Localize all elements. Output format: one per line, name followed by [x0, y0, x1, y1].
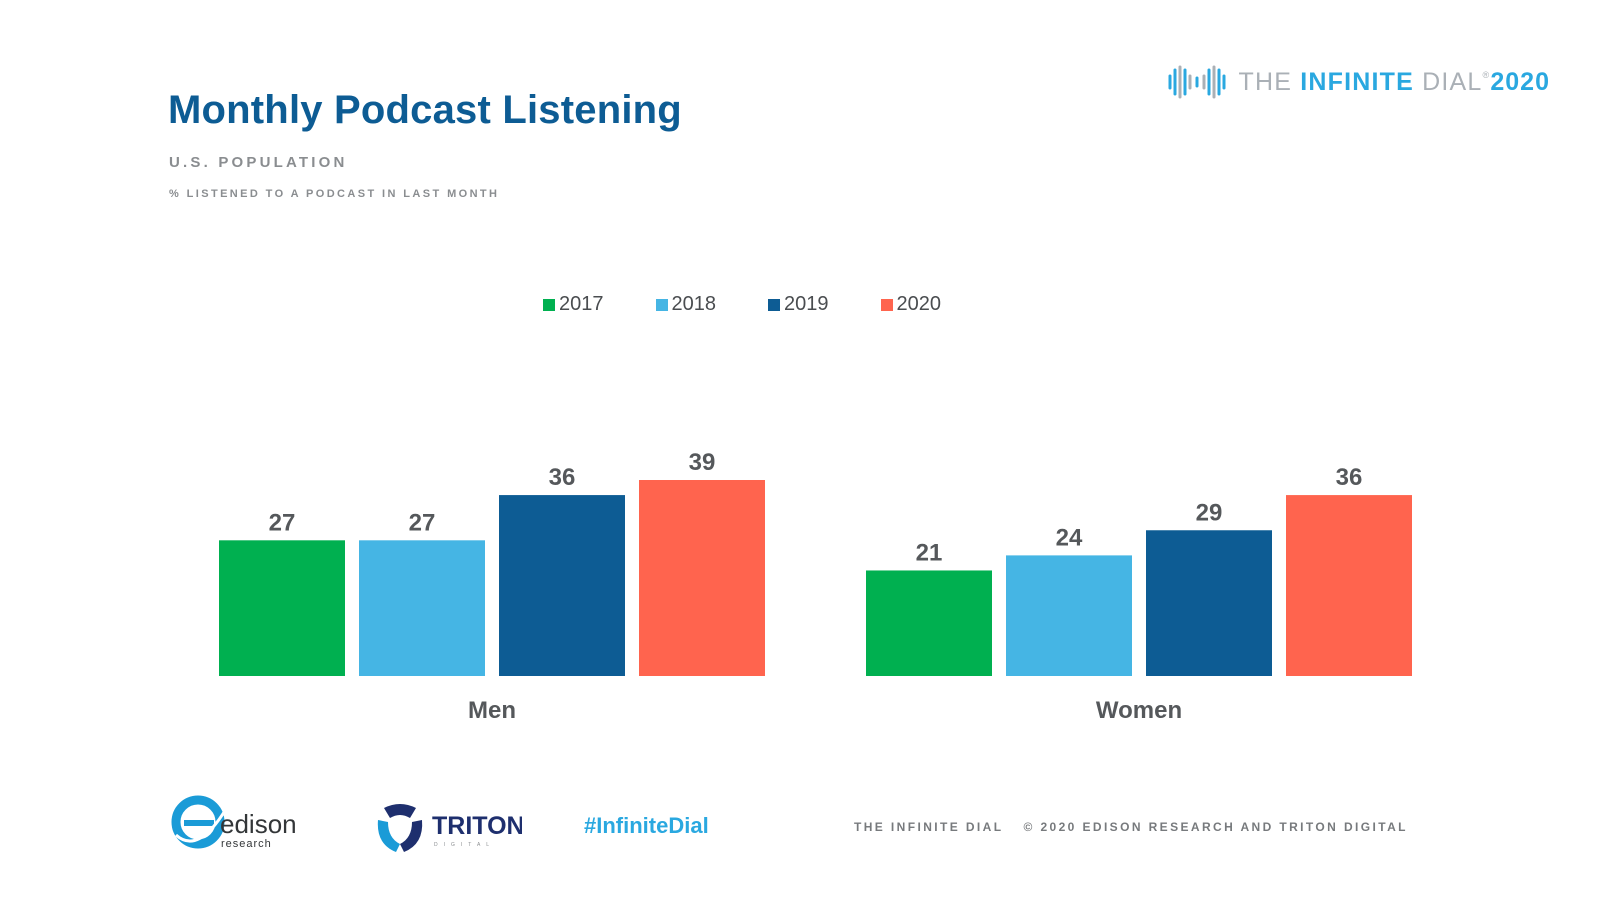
data-label-women-2018: 24 [1056, 524, 1083, 551]
legend-swatch-2019 [768, 298, 780, 311]
bar-men-2018 [359, 540, 485, 676]
brand-year: 2020 [1490, 67, 1550, 96]
brand-suffix: DIAL [1414, 67, 1483, 96]
triton-wordmark: TRITON [432, 812, 522, 840]
chart-description: % LISTENED TO A PODCAST IN LAST MONTH [169, 188, 500, 200]
data-label-men-2019: 36 [549, 464, 576, 491]
bar-men-2020 [639, 480, 765, 676]
bar-men-2019 [499, 495, 625, 676]
data-label-men-2020: 39 [689, 449, 716, 476]
edison-subtext: research [221, 838, 272, 850]
brand-strong: INFINITE [1300, 67, 1414, 96]
bar-women-2019 [1146, 530, 1272, 676]
legend-item-2018: 2018 [655, 293, 717, 316]
footer-right-text: © 2020 EDISON RESEARCH AND TRITON DIGITA… [1023, 820, 1408, 834]
page-title: Monthly Podcast Listening [168, 88, 682, 132]
legend-item-2019: 2019 [768, 293, 829, 316]
triton-subtext: DIGITAL [434, 842, 495, 848]
legend-label-2020: 2020 [896, 293, 942, 315]
infinite-dial-logo-icon [1168, 65, 1226, 99]
hashtag-link[interactable]: #InfiniteDial [584, 813, 709, 838]
edison-mark-icon [171, 795, 225, 849]
page-subtitle: U.S. POPULATION [169, 154, 348, 171]
legend-item-2020: 2020 [880, 293, 942, 316]
category-label-women: Women [1096, 697, 1182, 724]
bar-women-2018 [1006, 555, 1132, 676]
bar-women-2020 [1286, 495, 1412, 676]
data-label-men-2017: 27 [269, 509, 296, 536]
bar-men-2017 [219, 540, 345, 676]
category-label-men: Men [468, 697, 516, 724]
chart-legend: 2017 2018 2019 2020 [0, 293, 1542, 316]
data-label-women-2020: 36 [1336, 464, 1363, 491]
legend-swatch-2017 [543, 298, 555, 311]
legend-item-2017: 2017 [543, 293, 604, 316]
bar-chart: 27 27 36 39 Men 21 24 29 36 Women [219, 449, 1412, 724]
triton-mark-icon [384, 804, 416, 818]
triton-digital-logo: TRITON DIGITAL [376, 802, 522, 852]
brand-prefix: THE [1238, 67, 1301, 96]
data-label-men-2018: 27 [409, 509, 436, 536]
infinite-dial-wordmark: THE INFINITE DIAL®2020 [1238, 68, 1550, 97]
bar-women-2017 [866, 570, 992, 676]
infinite-dial-brand: THE INFINITE DIAL®2020 [1166, 62, 1550, 102]
legend-label-2017: 2017 [559, 293, 604, 315]
legend-swatch-2020 [880, 298, 893, 311]
edison-wordmark: edison [220, 809, 297, 839]
data-label-women-2019: 29 [1196, 499, 1223, 526]
legend-label-2019: 2019 [784, 293, 829, 315]
legend-label-2018: 2018 [671, 293, 717, 315]
data-label-women-2017: 21 [916, 539, 943, 566]
edison-research-logo: edison research [171, 795, 297, 850]
footer-copyright: THE INFINITE DIAL © 2020 EDISON RESEARCH … [854, 820, 1408, 834]
footer-left-text: THE INFINITE DIAL [854, 820, 1004, 834]
brand-mark: ® [1482, 69, 1491, 80]
legend-swatch-2018 [655, 298, 668, 311]
